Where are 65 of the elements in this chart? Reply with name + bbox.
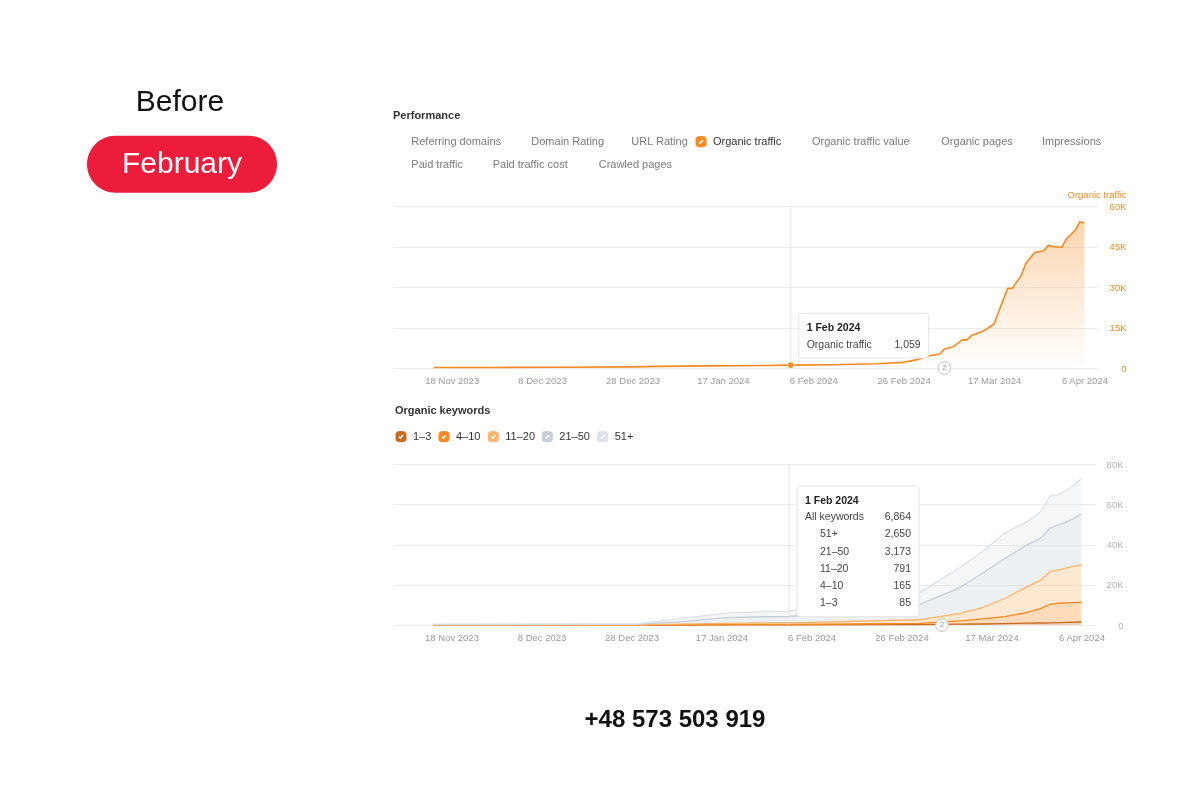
x-tick-label: 17 Mar 2024 [967,374,1022,386]
text: Impressions [1042,134,1102,147]
annotation: 6,864 [884,510,912,523]
text: URL Rating [631,134,688,147]
legend-label: 4–10 [456,429,481,442]
x-tick-label: 28 Dec 2023 [605,631,659,643]
x-tick-label: 18 Nov 2023 [425,374,480,386]
legend-label: Organic traffic [713,134,782,147]
x-tick-label: 6 Feb 2024 [789,374,838,386]
y-tick-label: 20K [1106,579,1125,591]
text: Domain Rating [531,134,605,147]
y-tick-label: 40K [1106,539,1125,550]
text: Crawled pages [598,157,673,170]
text: Referring domains [411,134,502,147]
annotation: All keywords [805,510,864,523]
annotation: 1,059 [894,337,921,350]
x-tick-label: 6 Apr 2024 [1061,374,1108,386]
x-tick-label: 6 Apr 2024 [1059,631,1105,643]
ref-line-label: 1 Feb 2024 [805,493,859,506]
legend-label: 11–20 [505,429,536,442]
text: February [121,146,243,180]
x-tick-label: 26 Feb 2024 [877,374,931,386]
text: Organic traffic value [812,134,910,147]
x-tick-label: 18 Nov 2023 [425,631,479,643]
text: Paid traffic cost [492,157,568,170]
y-tick-label: 45K [1109,241,1128,252]
legend-label: 1–3 [413,429,432,442]
annotation: 1–3 [820,596,838,609]
y-tick-label: 15K [1109,322,1128,333]
x-tick-label: 26 Feb 2024 [875,631,929,643]
x-tick-label: 17 Jan 2024 [695,631,749,643]
y-tick-label: 80K [1106,458,1125,470]
x-tick-label: 17 Jan 2024 [697,374,750,386]
annotation: 4–10 [820,579,844,591]
annotation: 3,173 [884,544,912,557]
annotation: 2,650 [884,527,912,540]
annotation: 791 [893,561,912,574]
chart-title: Performance [393,108,461,121]
x-tick-label: 17 Mar 2024 [965,631,1019,643]
x-tick-label: 28 Dec 2023 [606,374,660,386]
y-tick-label: 60K [1109,200,1128,212]
annotation: 2 [939,620,945,629]
y-tick-label: 0 [1121,362,1127,374]
y-tick-label: 30K [1109,281,1128,293]
annotation: 85 [899,596,912,609]
annotation: 165 [893,579,912,591]
y-tick-label: 60K [1106,498,1125,510]
y-axis-title: Organic traffic [1067,188,1127,200]
x-tick-label: 8 Dec 2023 [517,631,567,643]
annotation: 21–50 [820,544,850,557]
text: Before [135,83,225,117]
annotation: 2 [942,363,948,372]
text: Organic pages [941,134,1014,147]
annotation: 51+ [820,527,838,540]
y-tick-label: 0 [1118,619,1124,631]
ref-line-label: 1 Feb 2024 [806,320,861,333]
annotation: 11–20 [820,561,849,574]
x-tick-label: 8 Dec 2023 [518,374,567,386]
legend-label: 21–50 [559,429,590,442]
text: Paid traffic [411,157,464,170]
chart-title: Organic keywords [395,403,491,416]
legend-label: 51+ [614,429,634,442]
text: +48 573 503 919 [584,704,766,732]
x-tick-label: 6 Feb 2024 [787,631,837,643]
annotation: Organic traffic [806,337,872,350]
